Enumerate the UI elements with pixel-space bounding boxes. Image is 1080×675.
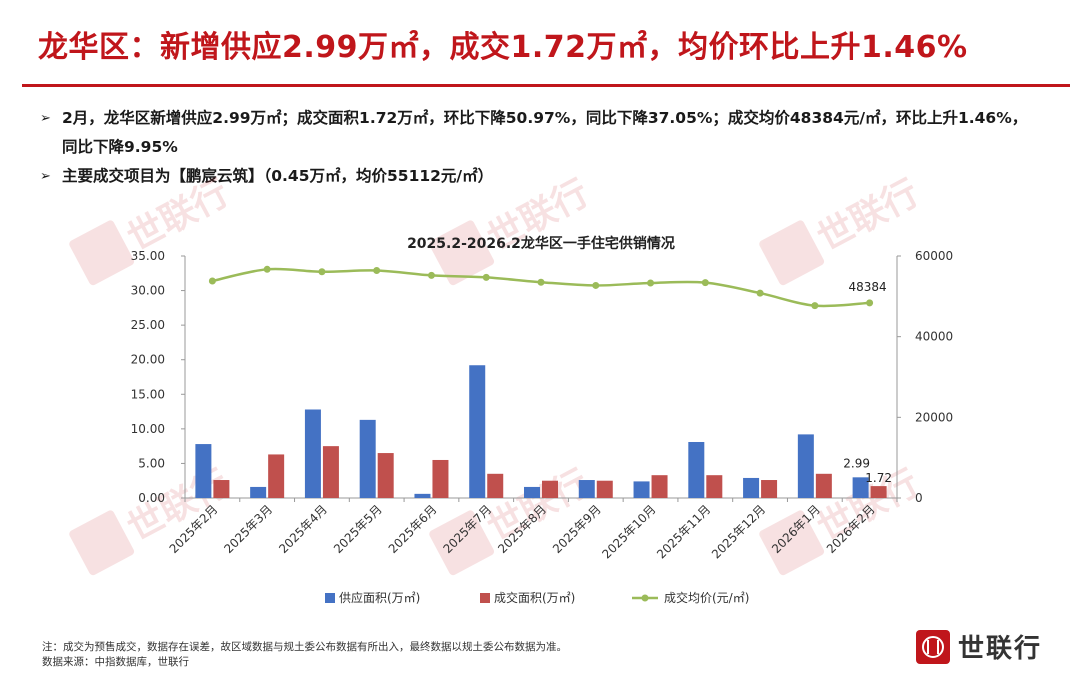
bullet-arrow-icon: ➢: [40, 169, 51, 184]
supply-bar: [250, 486, 267, 498]
supply-bar: [578, 480, 595, 498]
footnote: 注：成交为预售成交，数据存在误差，故区域数据与规土委公布数据有所出入，最终数据以…: [42, 640, 567, 670]
data-label: 48384: [849, 280, 887, 294]
x-tick-label: 2025年2月: [167, 502, 221, 556]
y-left-tick-label: 15.00: [131, 387, 165, 401]
bullet-text: 2月，龙华区新增供应2.99万㎡；成交面积1.72万㎡，环比下降50.97%，同…: [62, 109, 1028, 156]
sales-bar: [870, 486, 887, 498]
sales-bar: [706, 475, 723, 498]
supply-bar: [414, 493, 431, 498]
supply-bar: [524, 486, 540, 498]
legend-label: 供应面积(万㎡): [339, 590, 420, 605]
brand-logo: 世联行: [915, 628, 1042, 665]
bullet-list: ➢ 2月，龙华区新增供应2.99万㎡；成交面积1.72万㎡，环比下降50.97%…: [40, 104, 1040, 191]
y-left-tick-label: 20.00: [131, 353, 165, 367]
legend-swatch: [480, 593, 490, 603]
price-point: [701, 279, 709, 287]
sales-bar: [596, 480, 613, 498]
y-left-tick-label: 25.00: [131, 318, 165, 332]
supply-bar: [852, 477, 869, 498]
y-right-tick-label: 40000: [915, 330, 953, 344]
x-tick-label: 2025年8月: [495, 502, 549, 556]
price-line: [212, 267, 870, 308]
legend-swatch: [325, 593, 335, 603]
supply-bar: [304, 409, 321, 498]
x-tick-label: 2026年2月: [824, 502, 878, 556]
y-left-tick-label: 35.00: [131, 249, 165, 263]
footnote-note: 注：成交为预售成交，数据存在误差，故区域数据与规土委公布数据有所出入，最终数据以…: [42, 641, 567, 653]
supply-sales-chart: 2025.2-2026.2龙华区一手住宅供销情况 0.00 5.00 10.00 15.…: [131, 235, 954, 605]
bullet-text: 主要成交项目为【鹏宸云筑】（0.45万㎡，均价55112元/㎡）: [62, 167, 494, 185]
sales-bar: [377, 453, 394, 498]
price-point: [592, 281, 600, 289]
price-point: [373, 267, 381, 275]
supply-bar: [359, 419, 376, 498]
price-point: [482, 273, 490, 281]
y-right-tick-label: 20000: [915, 410, 953, 424]
price-point: [537, 278, 545, 286]
page-title: 龙华区：新增供应2.99万㎡，成交1.72万㎡，均价环比上升1.46%: [38, 30, 968, 65]
sales-bar: [542, 480, 558, 498]
y-right-tick-label: 60000: [915, 249, 953, 263]
sales-bar: [322, 446, 339, 498]
supply-bar: [743, 477, 760, 498]
price-point: [811, 302, 819, 310]
supply-bar: [797, 434, 814, 498]
legend-label: 成交面积(万㎡): [494, 590, 575, 605]
price-point: [427, 271, 435, 279]
y-left-tick-label: 0.00: [138, 491, 165, 505]
y-right-tick-label: 0: [915, 491, 923, 505]
x-tick-label: 2025年9月: [550, 502, 604, 556]
data-label: 1.72: [865, 471, 892, 485]
bullet-item: ➢ 2月，龙华区新增供应2.99万㎡；成交面积1.72万㎡，环比下降50.97%…: [40, 104, 1040, 162]
sales-bar: [651, 475, 668, 498]
supply-bar: [469, 365, 486, 498]
legend-label: 成交均价(元/㎡): [664, 590, 749, 605]
x-tick-label: 2025年12月: [709, 502, 768, 561]
x-tick-label: 2026年1月: [769, 502, 823, 556]
supply-bar: [633, 481, 650, 498]
price-point: [866, 299, 874, 307]
price-point: [208, 277, 216, 285]
y-left-tick-label: 30.00: [131, 284, 165, 298]
sales-bar: [268, 454, 285, 498]
footnote-source: 数据来源：中指数据库，世联行: [42, 656, 189, 668]
brand-mark-icon: [915, 629, 950, 664]
price-point: [756, 289, 764, 297]
price-point: [647, 279, 655, 287]
x-tick-label: 2025年10月: [599, 502, 658, 561]
y-left-tick-label: 5.00: [138, 456, 165, 470]
x-tick-label: 2025年3月: [221, 502, 275, 556]
legend-swatch-point: [641, 594, 649, 602]
x-tick-label: 2025年6月: [386, 502, 440, 556]
title-divider: [22, 84, 1070, 87]
chart-title: 2025.2-2026.2龙华区一手住宅供销情况: [407, 235, 675, 252]
bullet-arrow-icon: ➢: [40, 111, 51, 126]
x-tick-label: 2025年4月: [276, 502, 330, 556]
supply-bar: [688, 441, 705, 498]
x-tick-label: 2025年5月: [331, 502, 385, 556]
price-point: [263, 265, 271, 273]
y-left-tick-label: 10.00: [131, 422, 165, 436]
data-label: 2.99: [843, 456, 870, 470]
bullet-item: ➢ 主要成交项目为【鹏宸云筑】（0.45万㎡，均价55112元/㎡）: [40, 162, 1040, 191]
sales-bar: [487, 473, 504, 498]
sales-bar: [761, 480, 778, 498]
brand-logo-text: 世联行: [957, 634, 1042, 664]
x-tick-label: 2025年11月: [654, 502, 713, 561]
x-tick-label: 2025年7月: [440, 502, 494, 556]
sales-bar: [815, 473, 832, 498]
price-point: [318, 268, 326, 276]
supply-bar: [195, 444, 212, 498]
sales-bar: [432, 459, 449, 498]
sales-bar: [213, 480, 230, 498]
